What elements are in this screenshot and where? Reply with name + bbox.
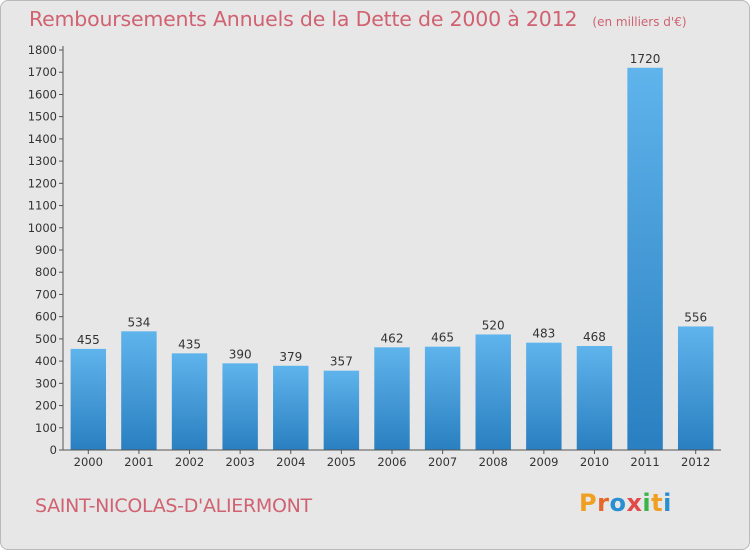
bar-value-label: 468 [583,330,606,344]
y-tick-label: 200 [35,399,57,413]
y-tick-label: 300 [35,376,57,390]
bar-value-label: 357 [330,355,353,369]
logo-letter: o [609,489,627,517]
bar [475,334,511,450]
bar-value-label: 455 [77,333,100,347]
x-tick-label: 2003 [226,455,255,469]
y-tick-label: 1200 [28,176,57,190]
bar-value-label: 379 [279,350,302,364]
bar-value-label: 534 [127,315,150,329]
x-tick-label: 2006 [377,455,406,469]
logo-letter: t [651,489,664,517]
y-tick-label: 1600 [28,87,57,101]
logo-letter: i [663,489,672,517]
bar [70,348,107,450]
bar [526,342,562,450]
x-tick-label: 2009 [529,455,558,469]
logo-letter: r [597,489,610,517]
bar [576,346,613,450]
x-tick-label: 2011 [630,455,659,469]
y-tick-label: 1100 [28,199,57,213]
y-tick-label: 600 [35,310,57,324]
bar [424,346,461,450]
logo-letter: x [626,489,643,517]
y-tick-label: 900 [35,243,57,257]
x-tick-label: 2002 [175,455,204,469]
y-tick-label: 800 [35,265,57,279]
logo-letter: i [642,489,652,517]
logo-letter: P [579,489,598,517]
bar-value-label: 1720 [630,52,661,66]
bar [171,353,208,450]
y-tick-label: 1500 [28,110,57,124]
chart-title: Remboursements Annuels de la Dette de 20… [29,7,578,31]
x-tick-label: 2004 [276,455,305,469]
commune-name: SAINT-NICOLAS-D'ALIERMONT [35,495,312,517]
bar [121,331,157,450]
x-tick-label: 2008 [479,455,508,469]
y-tick-label: 1400 [28,132,57,146]
bars-group: 455 534 435 390 379 357 462 465 520 483 468 1720 556 [70,52,714,451]
bar-value-label: 465 [431,331,454,345]
y-axis: 0 100 200 300 400 500 600 700 800 900 1000 1100 1200… [28,43,64,457]
bar-value-label: 462 [381,331,404,345]
y-tick-label: 100 [35,421,57,435]
bar [627,67,663,451]
bar [222,363,258,450]
y-tick-label: 1700 [28,65,57,79]
x-tick-label: 2010 [580,455,609,469]
bar-value-label: 520 [482,318,505,332]
x-tick-label: 2012 [681,455,710,469]
bar [273,365,309,450]
bar-value-label: 556 [684,310,707,324]
bar-value-label: 483 [532,327,555,341]
bar-value-label: 390 [229,347,252,361]
bar-value-label: 435 [178,337,201,351]
bar [323,370,360,450]
y-tick-label: 700 [35,287,57,301]
proxiti-logo: Proxiti [579,489,672,517]
x-tick-label: 2007 [428,455,457,469]
y-tick-label: 1000 [28,221,57,235]
y-tick-label: 1300 [28,154,57,168]
x-tick-label: 2001 [124,455,153,469]
y-tick-label: 1800 [28,43,57,57]
title-row: Remboursements Annuels de la Dette de 20… [29,7,687,31]
y-tick-label: 500 [35,332,57,346]
y-tick-label: 0 [50,443,57,457]
chart-unit: (en milliers d'€) [592,15,687,29]
x-tick-label: 2000 [74,455,103,469]
x-tick-label: 2005 [327,455,356,469]
y-tick-label: 400 [35,354,57,368]
bar [677,326,714,450]
bar [374,347,410,450]
x-axis: 2000 2001 2002 2003 2004 2005 2006 2007 2008 2009… [63,449,721,469]
